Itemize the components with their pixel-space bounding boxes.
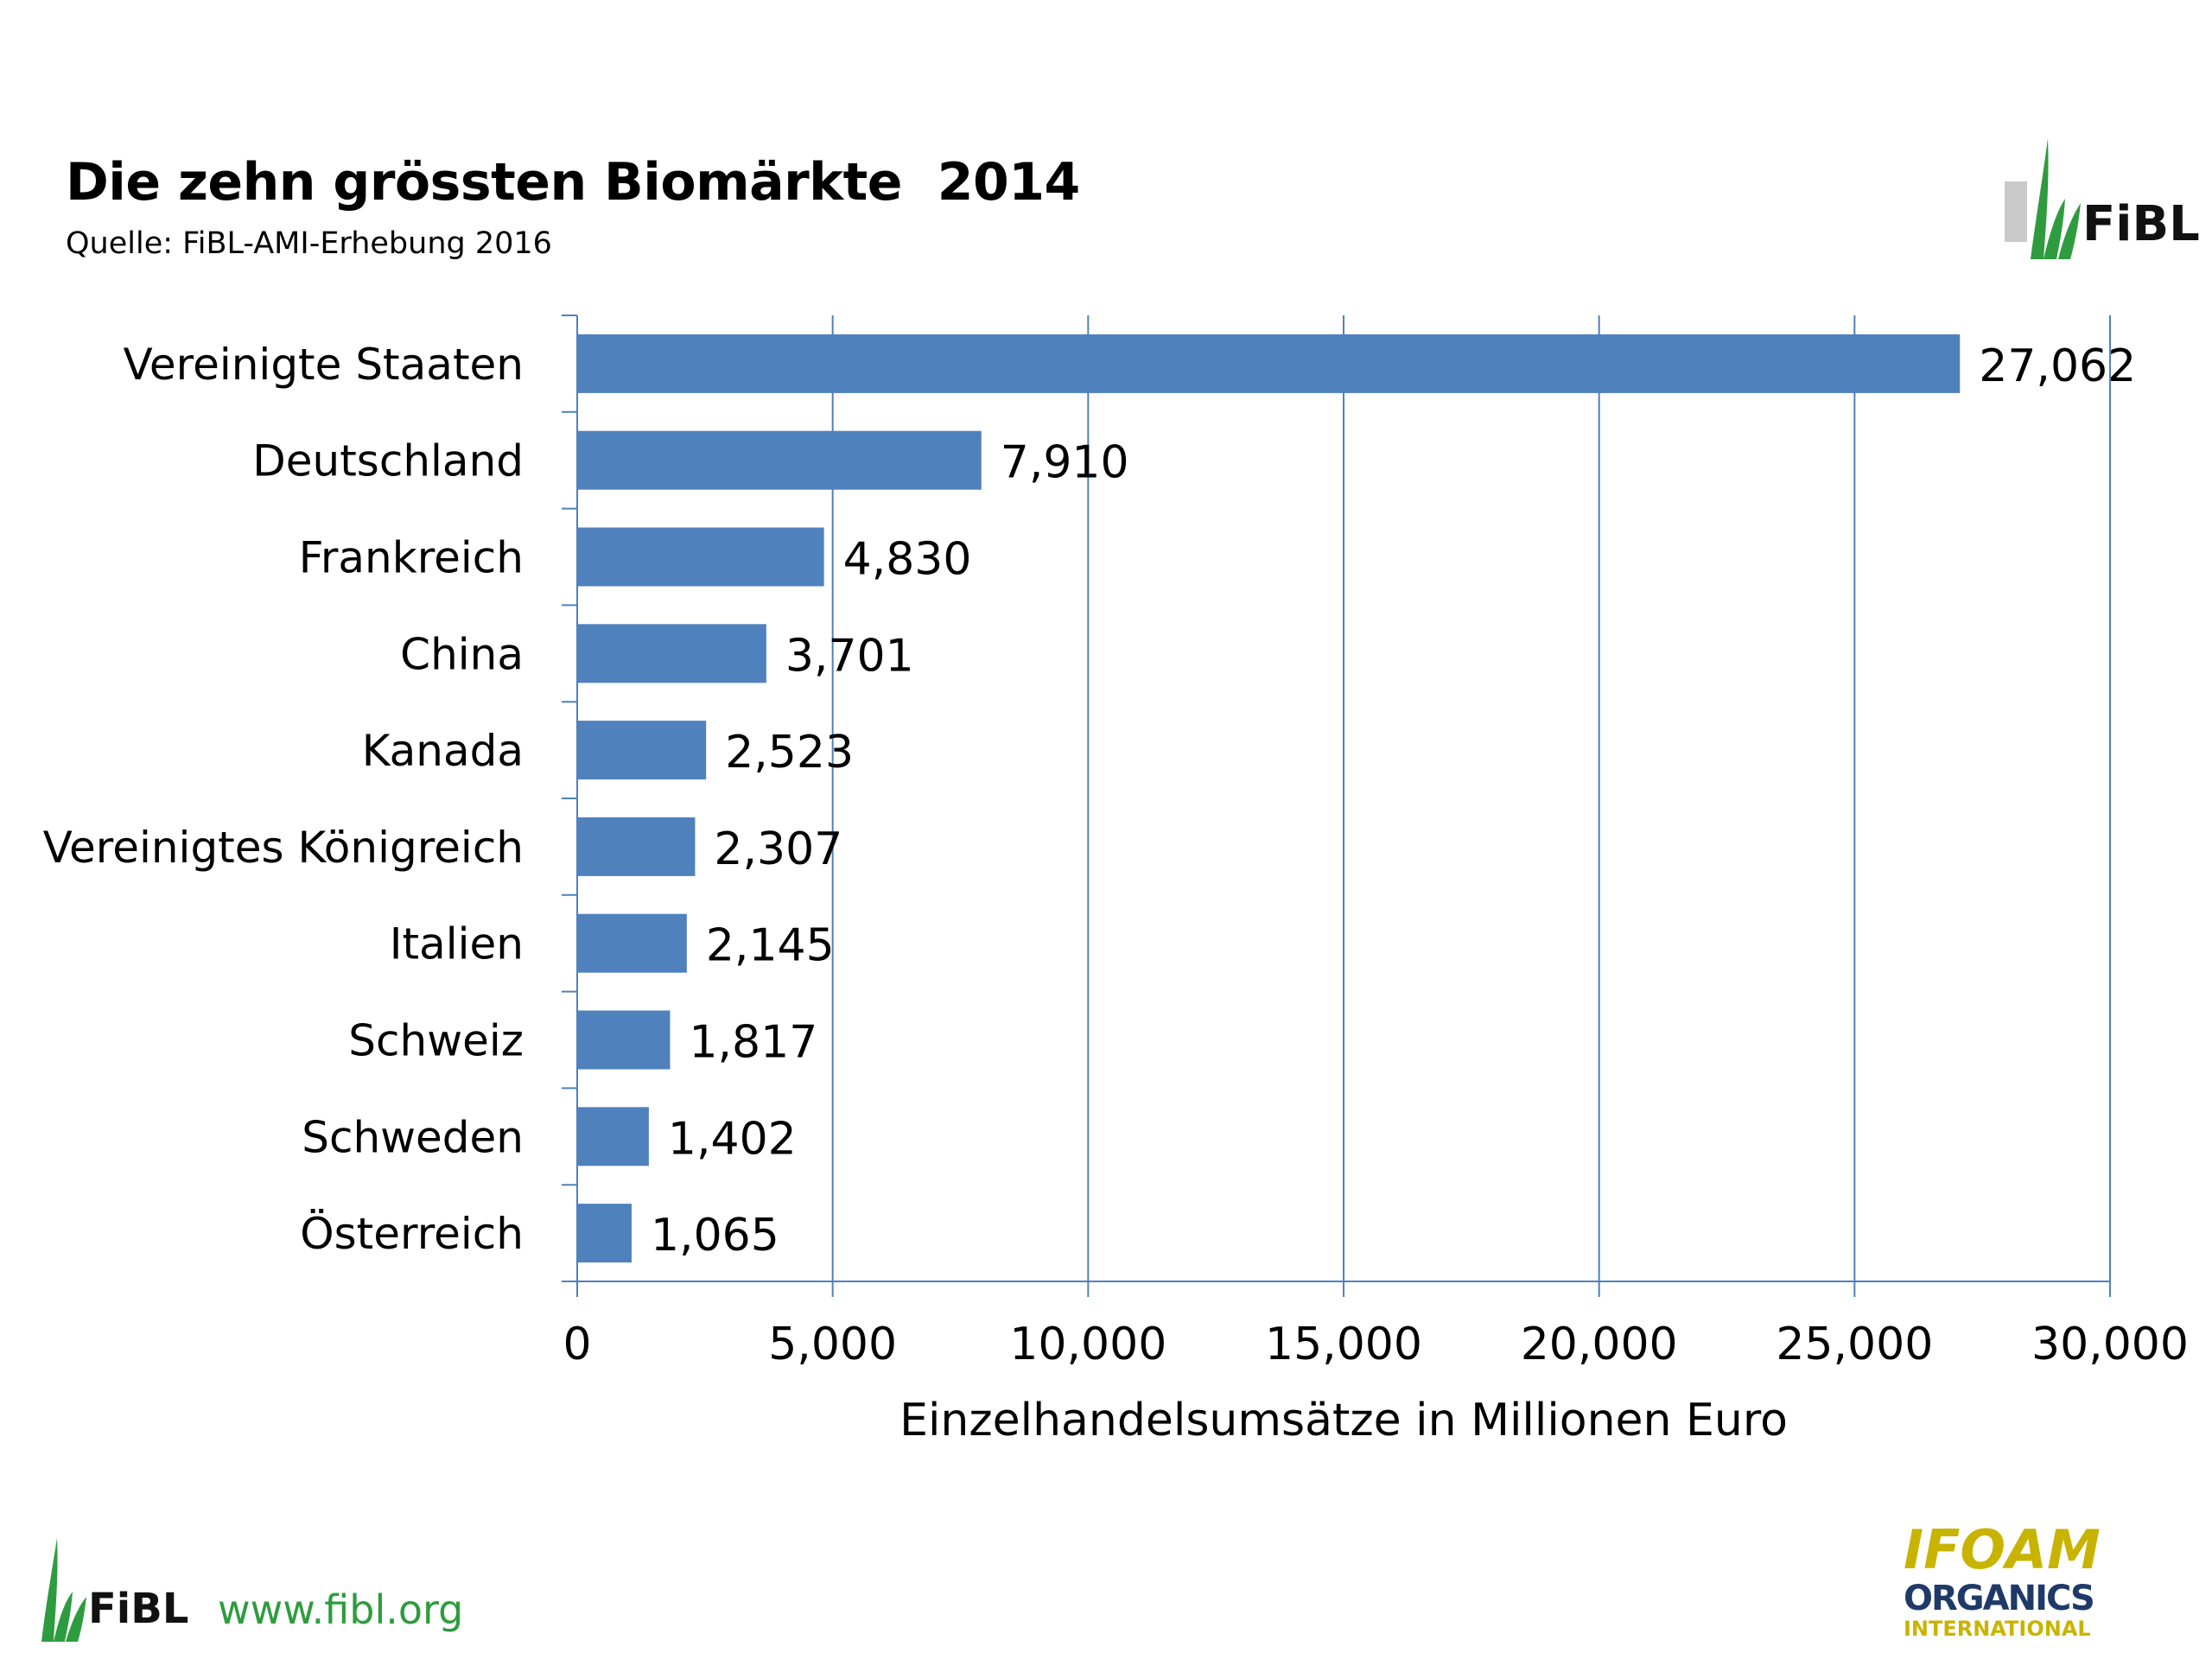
category-label: Vereinigte Staaten: [124, 340, 524, 390]
data-label: 3,701: [785, 630, 914, 682]
svg-text:IFOAM: IFOAM: [1904, 1518, 2101, 1581]
bar: [577, 1107, 649, 1166]
website-link[interactable]: www.fibl.org: [218, 1586, 464, 1633]
data-label: 7,910: [1001, 437, 1129, 489]
category-label: Frankreich: [299, 533, 524, 583]
svg-text:INTERNATIONAL: INTERNATIONAL: [1904, 1617, 2091, 1641]
data-label: 1,402: [668, 1113, 797, 1165]
bar: [577, 817, 696, 876]
category-label: China: [400, 629, 524, 679]
chart-title: Die zehn grössten Biomärkte 2014: [66, 152, 1080, 213]
data-label: 2,145: [706, 920, 835, 972]
fibl-logo: FiBL: [2005, 138, 2200, 259]
category-label: Italien: [390, 919, 524, 969]
bar: [577, 527, 824, 587]
category-label: Schweiz: [348, 1016, 524, 1066]
x-tick-label: 25,000: [1776, 1319, 1933, 1370]
x-tick-label: 30,000: [2031, 1319, 2189, 1370]
x-tick-label: 5,000: [768, 1319, 897, 1370]
category-label: Schweden: [302, 1112, 524, 1162]
x-axis-title: Einzelhandelsumsätze in Millionen Euro: [899, 1395, 1788, 1446]
category-label: Kanada: [362, 726, 524, 776]
category-label: Deutschland: [252, 436, 524, 486]
bar: [577, 913, 687, 973]
data-label: 1,065: [651, 1210, 779, 1262]
chart-source: Quelle: FiBL-AMI-Erhebung 2016: [66, 226, 552, 261]
x-tick-label: 0: [563, 1319, 591, 1370]
svg-text:ORGANICS: ORGANICS: [1904, 1579, 2094, 1618]
bar: [577, 334, 1961, 393]
svg-text:FiBL: FiBL: [88, 1585, 188, 1633]
data-label: 4,830: [843, 534, 972, 586]
bar: [577, 430, 982, 490]
data-label: 2,523: [725, 727, 854, 779]
bar: [577, 721, 707, 780]
data-label: 1,817: [689, 1017, 817, 1069]
ifoam-logo: IFOAM ORGANICS INTERNATIONAL: [1904, 1518, 2101, 1641]
x-tick-label: 15,000: [1265, 1319, 1422, 1370]
fibl-logo-footer: FiBL: [41, 1538, 188, 1642]
x-tick-label: 20,000: [1521, 1319, 1678, 1370]
svg-text:FiBL: FiBL: [2082, 196, 2200, 252]
x-tick-label: 10,000: [1009, 1319, 1166, 1370]
category-label: Österreich: [300, 1209, 524, 1259]
bar: [577, 624, 766, 683]
data-label: 27,062: [1979, 340, 2136, 392]
data-label: 2,307: [714, 823, 842, 875]
bar: [577, 1010, 671, 1070]
category-label: Vereinigtes Königreich: [43, 823, 524, 873]
bar: [577, 1204, 632, 1263]
